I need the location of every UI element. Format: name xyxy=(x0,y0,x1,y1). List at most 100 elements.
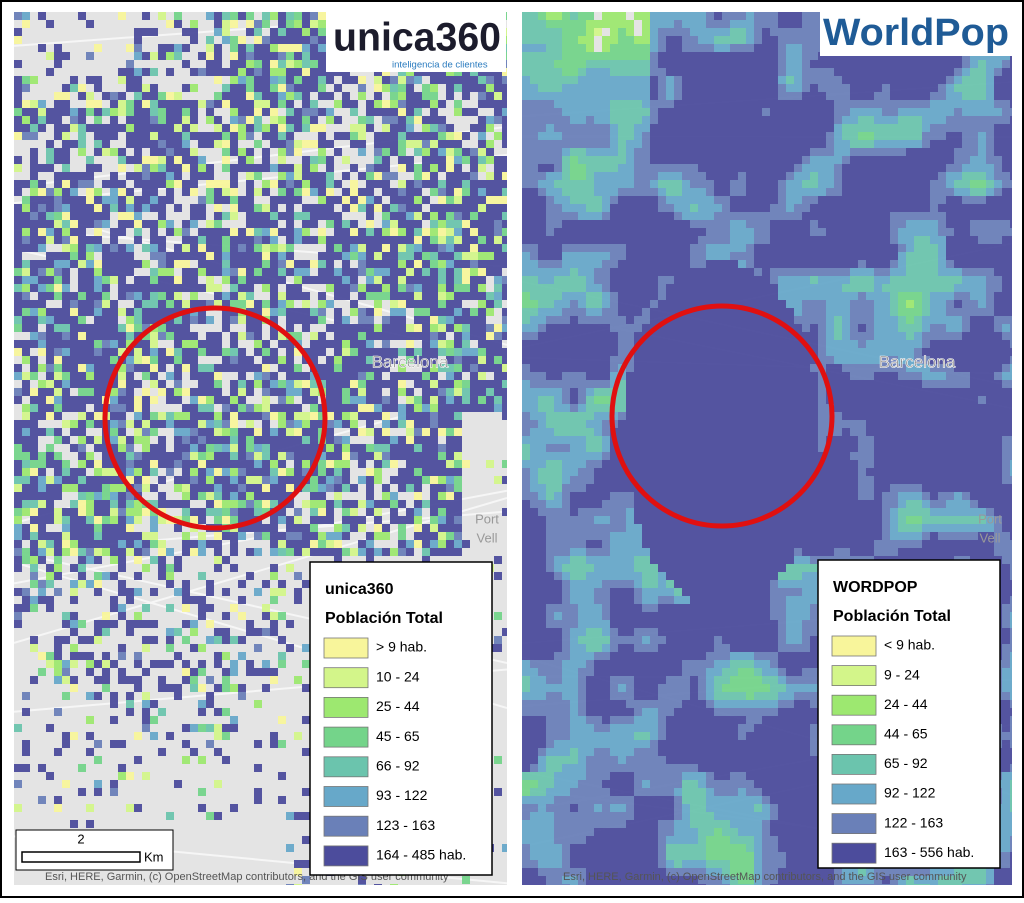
density-cell xyxy=(54,436,62,444)
density-cell xyxy=(78,148,86,156)
density-cell xyxy=(238,428,246,436)
density-cell xyxy=(302,44,310,52)
density-cell xyxy=(78,484,86,492)
density-cell xyxy=(222,348,230,356)
density-cell xyxy=(206,340,214,348)
density-cell xyxy=(546,92,554,100)
density-cell xyxy=(302,140,310,148)
density-cell xyxy=(270,516,278,524)
density-cell xyxy=(70,356,78,364)
density-cell xyxy=(222,556,230,564)
density-cell xyxy=(602,100,610,108)
density-cell xyxy=(286,28,294,36)
density-cell xyxy=(70,548,78,556)
density-cell xyxy=(970,148,978,156)
density-cell xyxy=(618,100,626,108)
density-cell xyxy=(674,36,682,44)
density-cell xyxy=(206,36,214,44)
density-cell xyxy=(366,428,374,436)
density-cell xyxy=(986,84,994,92)
density-cell xyxy=(570,60,578,68)
density-cell xyxy=(494,108,502,116)
density-cell xyxy=(158,252,166,260)
density-cell xyxy=(118,292,126,300)
density-cell xyxy=(254,364,262,372)
density-cell xyxy=(182,508,190,516)
density-cell xyxy=(62,516,70,524)
density-cell xyxy=(238,100,246,108)
density-cell xyxy=(674,68,682,76)
density-cell xyxy=(14,764,22,772)
density-cell xyxy=(554,132,562,140)
density-cell xyxy=(430,508,438,516)
density-cell xyxy=(150,116,158,124)
density-cell xyxy=(166,132,174,140)
density-cell xyxy=(134,220,142,228)
density-cell xyxy=(206,180,214,188)
density-cell xyxy=(198,236,206,244)
density-cell xyxy=(286,100,294,108)
density-cell xyxy=(158,748,166,756)
density-cell xyxy=(222,404,230,412)
density-cell xyxy=(54,644,62,652)
density-cell xyxy=(470,156,478,164)
density-cell xyxy=(22,508,30,516)
density-cell xyxy=(214,260,222,268)
density-cell xyxy=(562,116,570,124)
density-cell xyxy=(914,92,922,100)
density-cell xyxy=(722,28,730,36)
density-cell xyxy=(230,92,238,100)
density-cell xyxy=(666,100,674,108)
density-cell xyxy=(462,876,470,884)
density-cell xyxy=(254,532,262,540)
density-cell xyxy=(70,172,78,180)
density-cell xyxy=(270,596,278,604)
density-cell xyxy=(366,420,374,428)
density-cell xyxy=(650,68,658,76)
density-cell xyxy=(294,540,302,548)
density-cell xyxy=(390,108,398,116)
density-cell xyxy=(422,300,430,308)
density-cell xyxy=(78,308,86,316)
density-cell xyxy=(946,108,954,116)
density-cell xyxy=(706,12,714,20)
density-cell xyxy=(222,84,230,92)
density-cell xyxy=(222,756,230,764)
density-cell xyxy=(890,68,898,76)
density-cell xyxy=(206,396,214,404)
density-cell xyxy=(30,476,38,484)
density-cell xyxy=(46,604,54,612)
density-cell xyxy=(230,420,238,428)
density-cell xyxy=(62,308,70,316)
density-cell xyxy=(382,124,390,132)
density-cell xyxy=(746,12,754,20)
density-cell xyxy=(714,116,722,124)
density-cell xyxy=(786,124,794,132)
density-cell xyxy=(374,468,382,476)
density-cell xyxy=(406,340,414,348)
density-cell xyxy=(954,148,962,156)
density-cell xyxy=(334,116,342,124)
density-cell xyxy=(54,124,62,132)
density-cell xyxy=(14,12,22,20)
density-cell xyxy=(150,380,158,388)
density-cell xyxy=(962,100,970,108)
density-cell xyxy=(142,180,150,188)
density-cell xyxy=(182,300,190,308)
density-cell xyxy=(182,532,190,540)
density-cell xyxy=(126,524,134,532)
density-cell xyxy=(318,260,326,268)
density-cell xyxy=(494,156,502,164)
density-cell xyxy=(930,84,938,92)
density-cell xyxy=(110,420,118,428)
density-cell xyxy=(350,548,358,556)
density-cell xyxy=(270,460,278,468)
density-cell xyxy=(22,212,30,220)
density-cell xyxy=(890,60,898,68)
density-cell xyxy=(78,428,86,436)
density-cell xyxy=(254,500,262,508)
density-cell xyxy=(954,108,962,116)
density-cell xyxy=(198,540,206,548)
density-cell xyxy=(366,116,374,124)
density-cell xyxy=(978,124,986,132)
